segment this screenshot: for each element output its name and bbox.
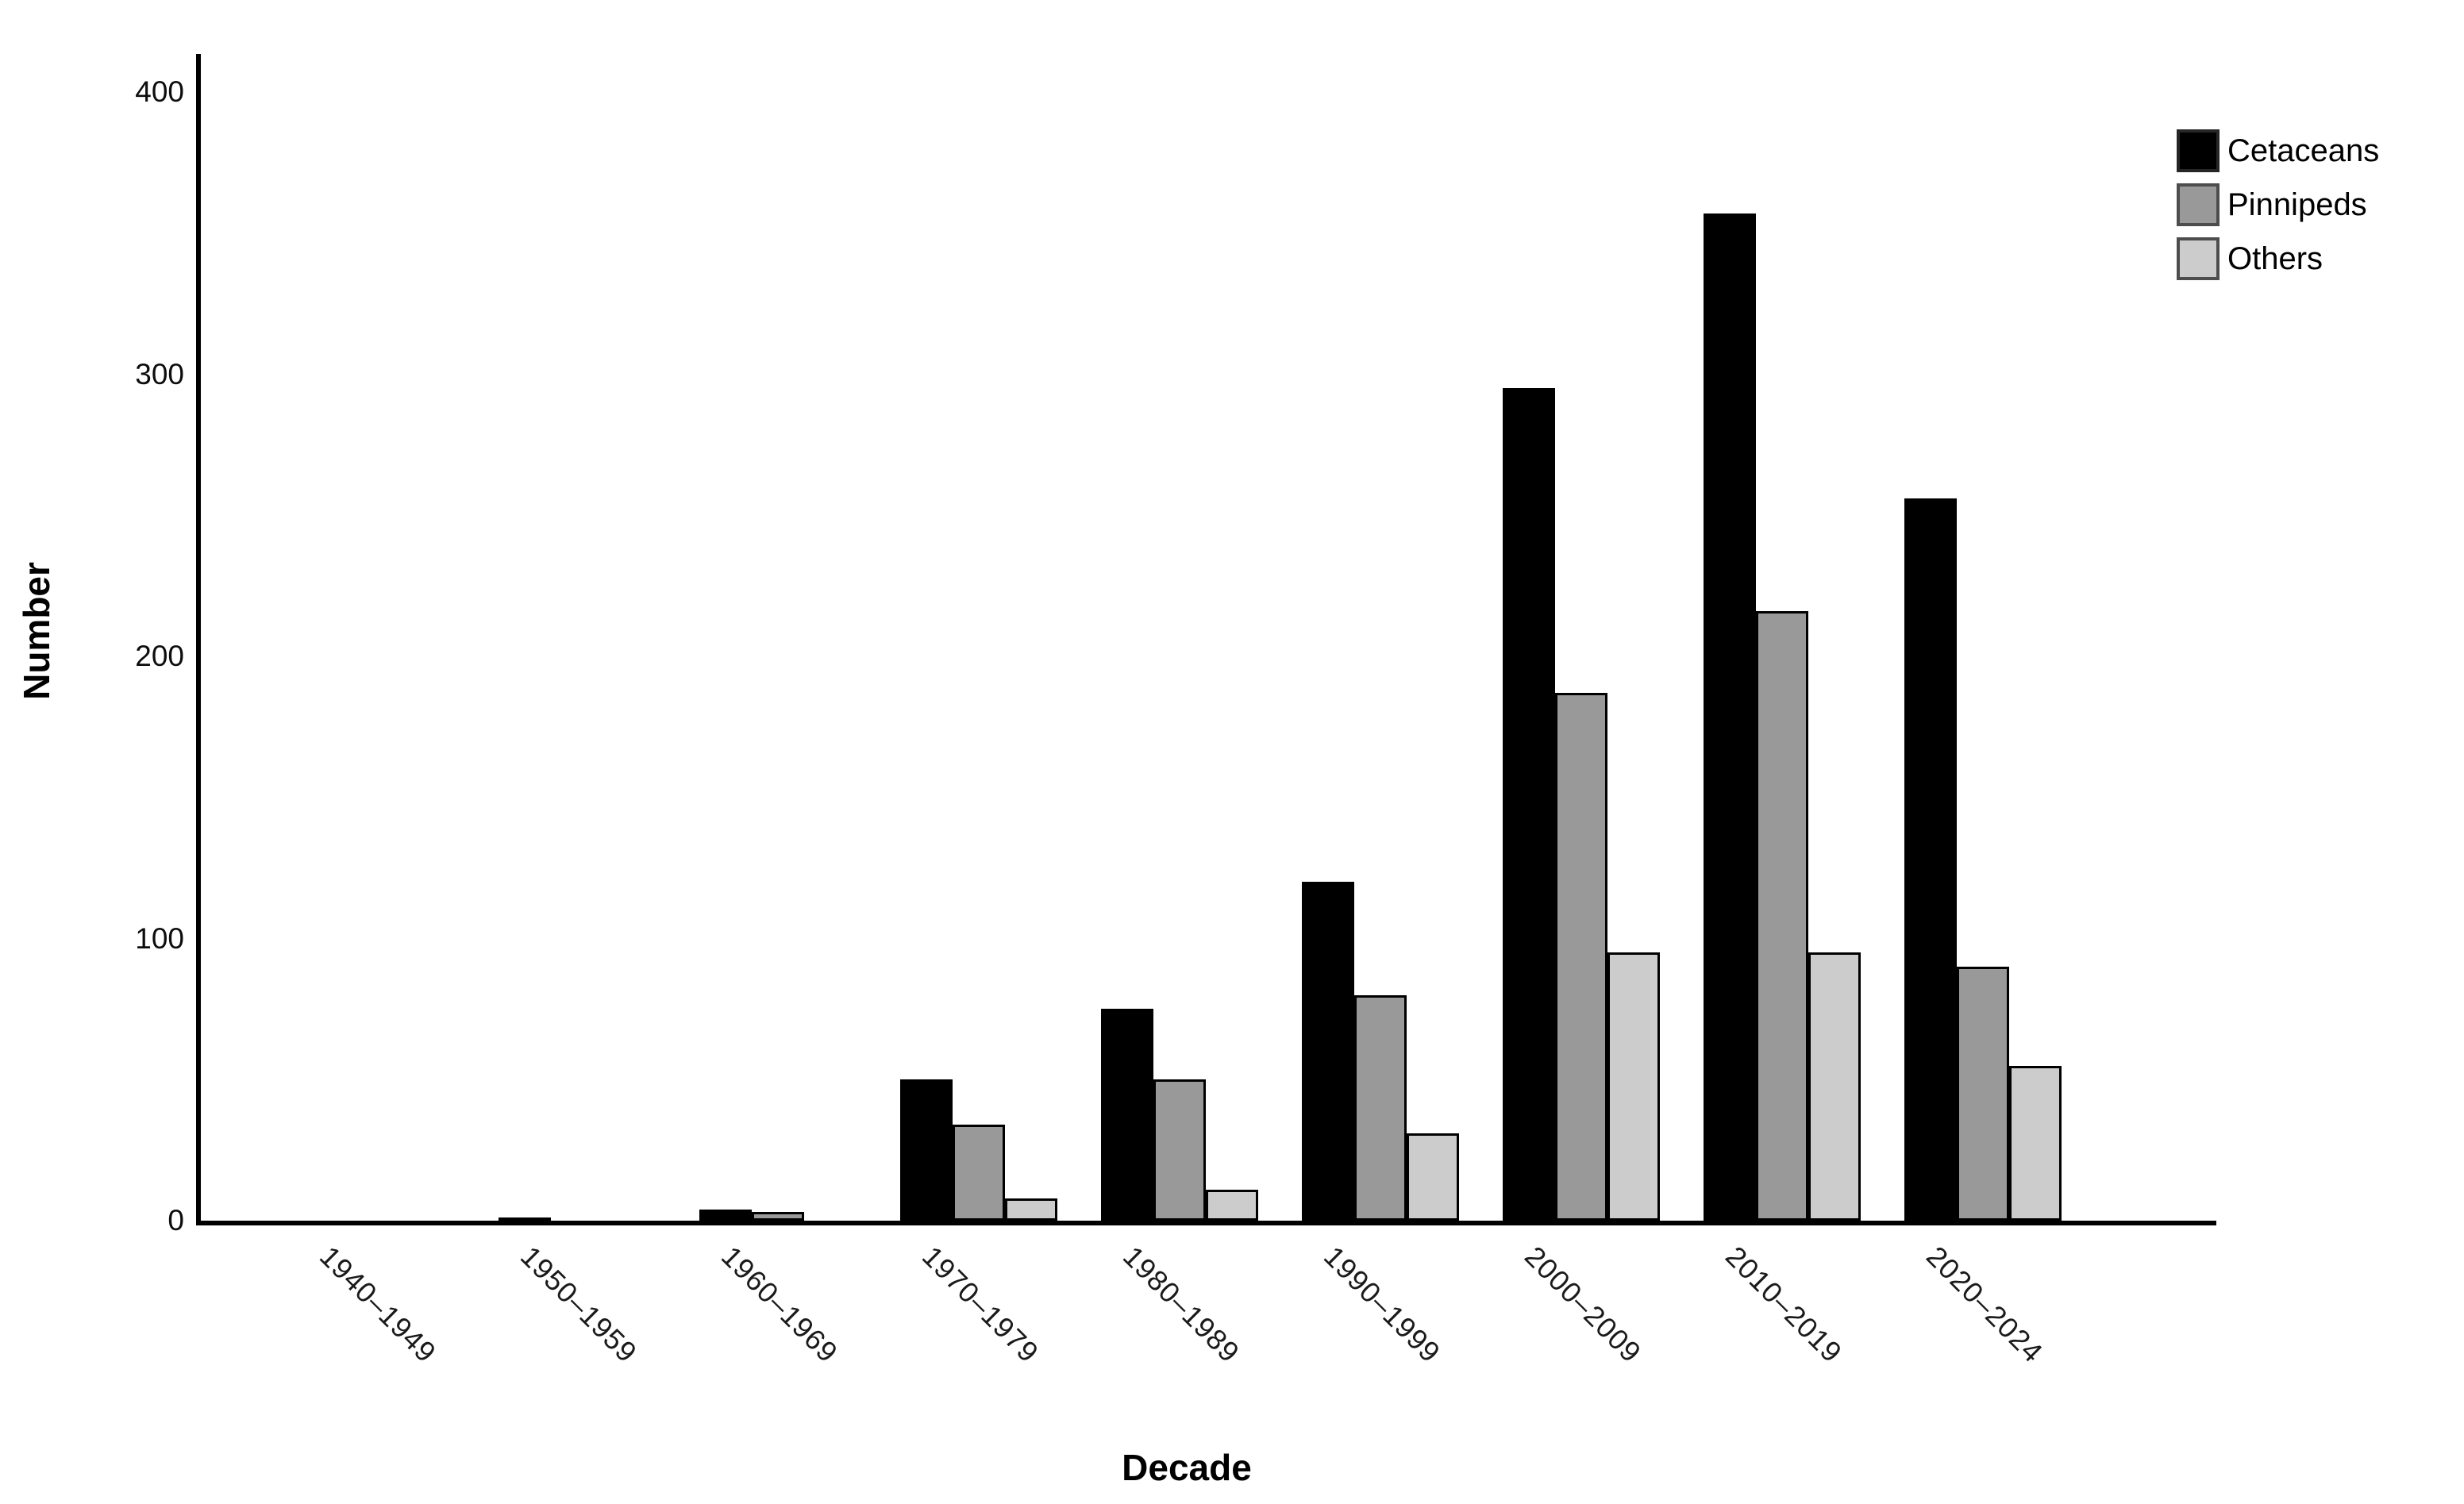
bar-cetaceans-1990-1999 [1302,882,1354,1221]
x-tick-label-1980-1989: 1980–1989 [1117,1240,1246,1369]
x-tick-label-2000-2009: 2000–2009 [1519,1240,1648,1369]
legend-label-cetaceans: Cetaceans [2227,133,2380,168]
y-tick-label-100: 100 [135,921,184,955]
x-tick-label-1970-1979: 1970–1979 [916,1240,1045,1369]
y-tick-label-0: 0 [167,1204,184,1237]
legend-item-cetaceans: Cetaceans [2177,129,2379,172]
bar-others-1970-1979 [1005,1198,1057,1221]
bar-pinnipeds-2020-2024 [1957,967,2009,1221]
y-tick-label-200: 200 [135,640,184,673]
legend: Cetaceans Pinnipeds Others [2177,129,2379,291]
x-axis-line [196,1221,2216,1225]
bar-others-1980-1989 [1206,1190,1258,1221]
y-axis-title: Number [16,562,57,700]
legend-label-others: Others [2227,241,2323,276]
x-tick-label-2010-2019: 2010–2019 [1719,1240,1849,1369]
x-tick-label-1950-1959: 1950–1959 [514,1240,644,1369]
legend-swatch-pinnipeds [2177,183,2220,226]
y-tick-label-300: 300 [135,357,184,390]
bar-cetaceans-1980-1989 [1101,1009,1153,1221]
y-tick-label-400: 400 [135,75,184,109]
x-tick-label-1990-1999: 1990–1999 [1318,1240,1447,1369]
legend-label-pinnipeds: Pinnipeds [2227,187,2367,222]
legend-swatch-cetaceans [2177,129,2220,172]
bar-cetaceans-2000-2009 [1503,388,1555,1221]
legend-item-others: Others [2177,237,2379,280]
bar-pinnipeds-1990-1999 [1354,995,1407,1221]
bar-pinnipeds-2010-2019 [1756,611,1808,1221]
bar-others-2000-2009 [1607,952,1660,1221]
x-axis-title: Decade [1122,1447,1252,1488]
bar-others-2010-2019 [1808,952,1861,1221]
bar-pinnipeds-1980-1989 [1153,1079,1206,1221]
bar-pinnipeds-1970-1979 [953,1125,1005,1221]
legend-swatch-others [2177,237,2220,280]
bar-others-2020-2024 [2009,1066,2062,1221]
legend-item-pinnipeds: Pinnipeds [2177,183,2379,226]
bar-others-1990-1999 [1407,1133,1459,1221]
bar-cetaceans-1970-1979 [900,1079,953,1221]
x-tick-label-2020-2024: 2020–2024 [1920,1240,2050,1369]
bar-pinnipeds-2000-2009 [1555,693,1607,1221]
bar-cetaceans-2020-2024 [1904,498,1957,1221]
x-tick-label-1960-1969: 1960–1969 [715,1240,845,1369]
bar-pinnipeds-1960-1969 [752,1212,804,1221]
bar-cetaceans-2010-2019 [1704,213,1756,1221]
y-axis-line [196,54,201,1225]
bar-cetaceans-1950-1959 [499,1217,551,1221]
bar-cetaceans-1960-1969 [699,1210,752,1221]
x-tick-label-1940-1949: 1940–1949 [314,1240,443,1369]
